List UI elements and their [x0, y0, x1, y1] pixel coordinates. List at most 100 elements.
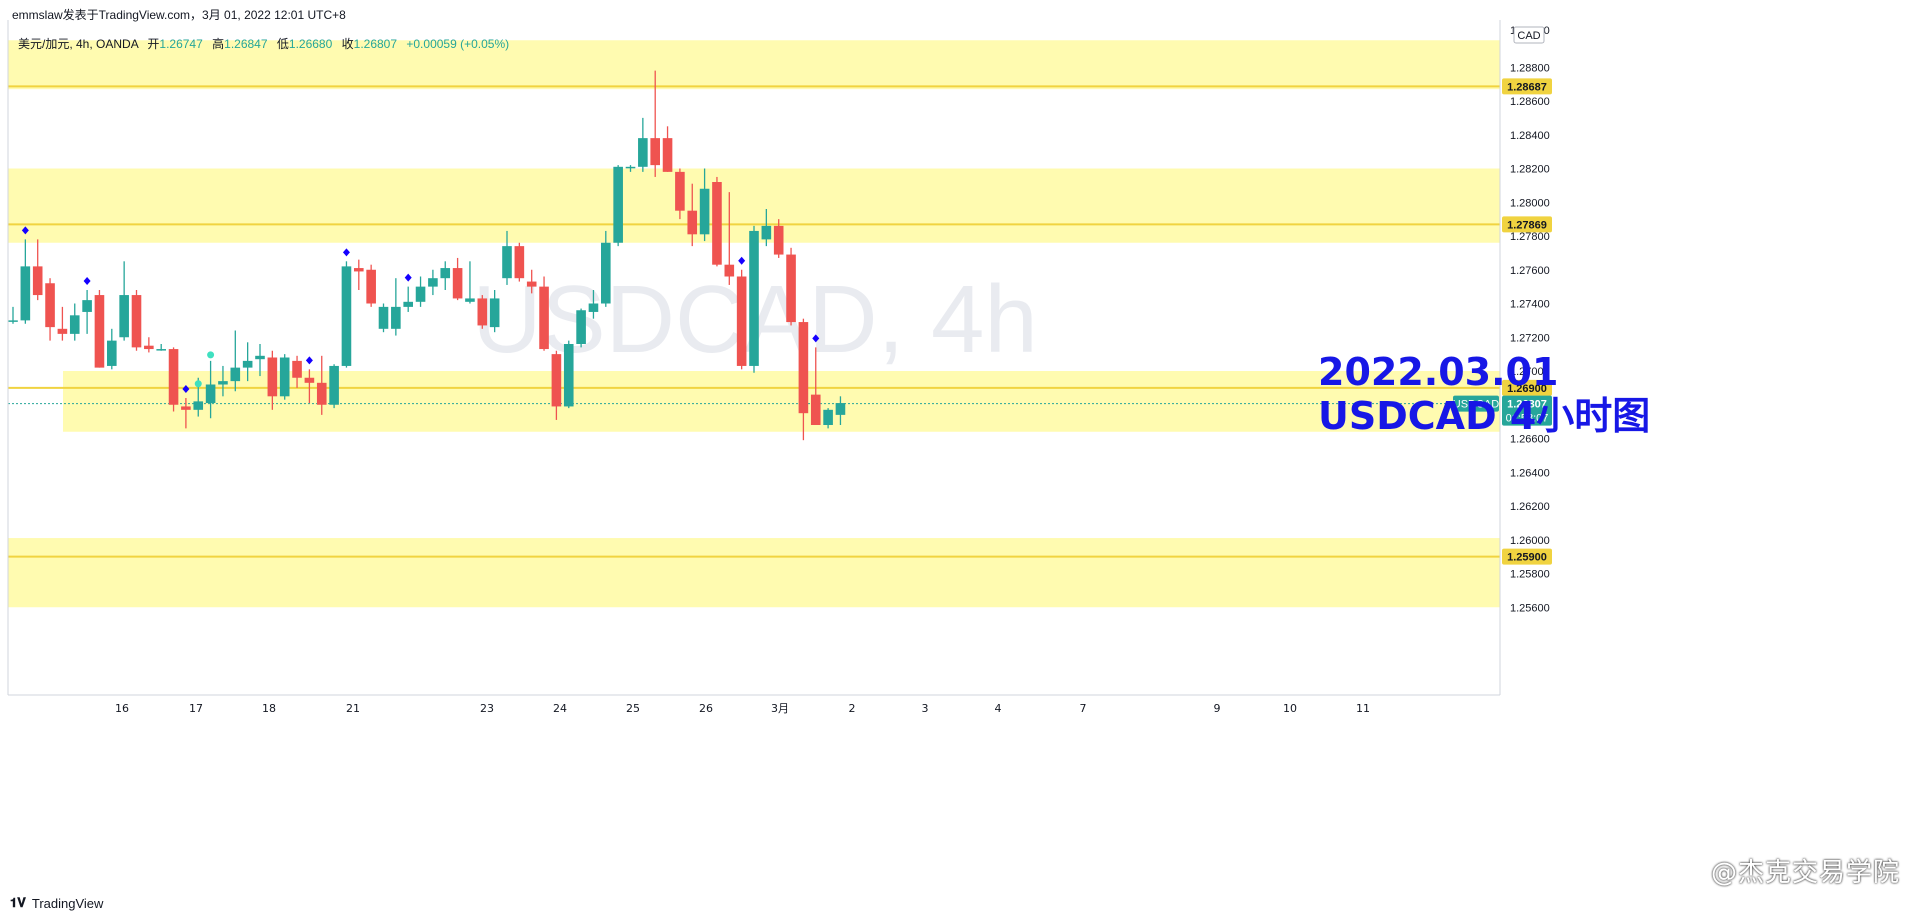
price-tick-label: 1.28800: [1510, 62, 1550, 74]
candle-body: [798, 322, 809, 414]
current-symbol-label: USDCAD: [1453, 399, 1500, 411]
candle-body: [477, 298, 488, 326]
candle-body: [489, 298, 500, 328]
candle-body: [650, 138, 660, 166]
brand-watermark: @杰克交易学院: [1710, 858, 1900, 888]
signal-marker: [182, 385, 190, 393]
level-tag-label: 1.26900: [1507, 383, 1547, 395]
current-price-tag: [1502, 395, 1552, 426]
zone-rect: [63, 371, 1500, 432]
level-tag-label: 1.28687: [1507, 81, 1547, 93]
candle-body: [131, 295, 142, 348]
footer-logo-text[interactable]: TradingView: [31, 896, 104, 911]
candle-body: [329, 365, 339, 405]
candle-body: [119, 295, 129, 338]
candle-body: [193, 401, 204, 410]
candle-body: [452, 268, 463, 299]
candle-body: [391, 306, 401, 329]
price-tick-label: 1.27200: [1510, 332, 1550, 344]
time-tick-label: 3月: [771, 702, 789, 715]
signal-marker: [404, 273, 412, 282]
candle-body: [20, 266, 31, 321]
open-label: 开: [147, 37, 160, 51]
candle-body: [687, 210, 698, 235]
signal-marker: [812, 334, 820, 343]
candle-body: [316, 382, 327, 405]
price-tick-label: 1.27800: [1510, 231, 1550, 243]
zone-rect: [8, 40, 1500, 90]
candle-body: [588, 303, 599, 312]
level-tag: [1502, 216, 1552, 233]
candle-body: [45, 283, 55, 328]
candle-body: [156, 349, 166, 351]
low-value: 1.26680: [288, 37, 333, 51]
footer-bar: 𝟏𝐕 TradingView: [0, 886, 1920, 921]
signal-marker: [342, 248, 350, 257]
price-tick-label: 1.27600: [1510, 265, 1550, 277]
candle-body: [576, 310, 586, 344]
tradingview-logo-icon[interactable]: 𝟏𝐕: [10, 896, 26, 911]
level-tag: [1502, 379, 1552, 396]
signal-marker: [83, 277, 91, 285]
signal-dot: [207, 351, 215, 359]
candle-body: [749, 230, 759, 366]
time-tick-label: 21: [346, 702, 360, 715]
price-tick-label: 1.25800: [1510, 569, 1550, 581]
candle-body: [366, 269, 376, 304]
candle-body: [773, 225, 784, 255]
level-layer: 1.28687 1.27869 1.26900 1.25900: [8, 78, 1552, 565]
symbol-label[interactable]: 美元/加元, 4h, OANDA: [18, 37, 139, 51]
current-symbol-tag: [1453, 395, 1499, 412]
candle-body: [69, 315, 80, 334]
price-tick-label: 1.26400: [1510, 467, 1550, 479]
level-tag-label: 1.25900: [1507, 552, 1547, 564]
time-tick-label: 23: [480, 702, 494, 715]
candle-body: [502, 246, 512, 279]
annotation-date: 2022.03.01: [1318, 350, 1559, 394]
currency-label: CAD: [1517, 30, 1540, 42]
candle-body: [242, 360, 253, 368]
close-label: 收: [341, 37, 354, 51]
candle-body: [168, 349, 179, 405]
time-tick-label: 2: [849, 702, 856, 715]
price-tick-label: 1.28000: [1510, 197, 1550, 209]
candle-body: [144, 345, 154, 350]
time-tick-label: 7: [1080, 702, 1087, 715]
candle-body: [292, 360, 302, 378]
axes-layer: 1.28800 1.28600 1.28400 1.28200 1.28000 1.278…: [7, 20, 1552, 715]
price-tick-label: 1.26200: [1510, 501, 1550, 513]
signal-marker: [738, 256, 746, 265]
candle-body: [341, 266, 352, 366]
candle-body: [94, 295, 105, 368]
currency-box: [1513, 26, 1545, 44]
candle-body: [563, 344, 574, 407]
signal-marker: [21, 226, 29, 235]
candle-body: [835, 403, 846, 415]
annotation-title: USDCAD 4小时图: [1318, 394, 1651, 438]
candle-body: [675, 171, 685, 211]
time-tick-label: 10: [1283, 702, 1297, 715]
candle-body: [699, 188, 710, 235]
candle-body: [267, 357, 278, 397]
candle-body: [354, 268, 364, 272]
candle-body: [823, 409, 833, 425]
candle-body: [107, 340, 117, 366]
candle-body: [613, 166, 623, 243]
candle-body: [440, 268, 451, 279]
candle-body: [181, 406, 191, 410]
time-tick-label: 9: [1214, 702, 1221, 715]
candle-body: [205, 384, 216, 404]
time-tick-label: 11: [1356, 702, 1370, 715]
signal-dot: [194, 380, 202, 388]
candle-body: [57, 328, 68, 334]
price-tick-label: 1.27400: [1510, 299, 1550, 311]
candle-body: [465, 298, 475, 302]
candle-body: [378, 306, 389, 329]
price-tick-label: 1.27000: [1510, 366, 1550, 378]
candle-body: [526, 281, 537, 287]
candle-body: [8, 320, 18, 322]
candle-body: [712, 182, 722, 265]
time-tick-label: 18: [262, 702, 276, 715]
candle-body: [514, 246, 525, 279]
